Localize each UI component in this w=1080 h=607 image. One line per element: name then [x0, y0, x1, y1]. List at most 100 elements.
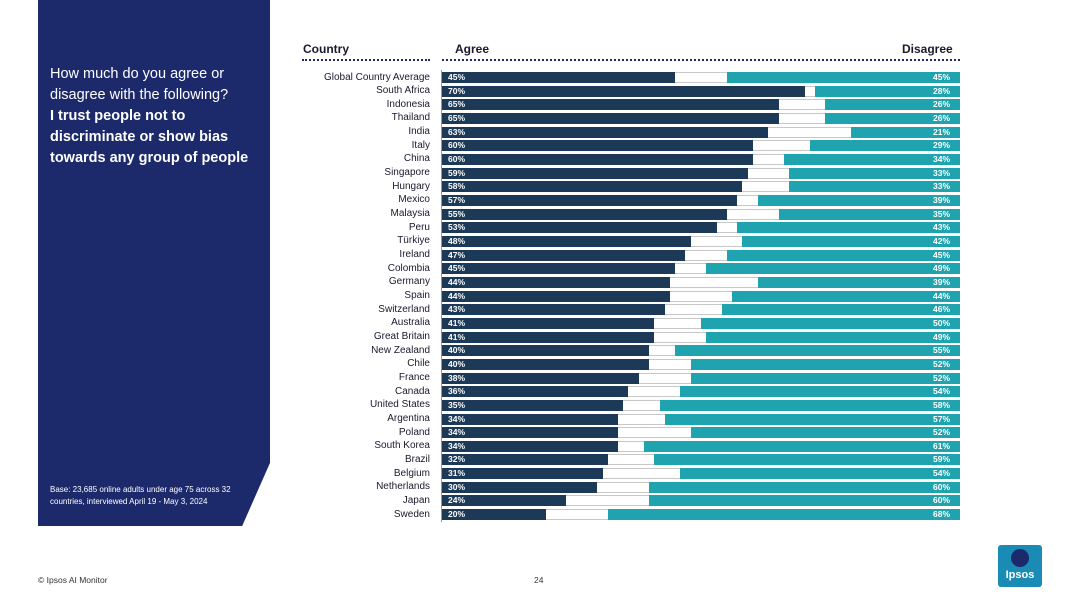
country-label: Japan	[402, 494, 430, 506]
agree-value-label: 32%	[448, 454, 466, 465]
disagree-bar	[721, 304, 960, 316]
disagree-bar	[690, 427, 960, 439]
disagree-value-label: 52%	[933, 372, 951, 383]
disagree-bar	[757, 276, 960, 288]
agree-value-label: 44%	[448, 290, 466, 301]
disagree-bar	[607, 509, 960, 521]
country-label: Spain	[404, 290, 430, 302]
agree-value-label: 41%	[448, 331, 466, 342]
disagree-value-label: 55%	[933, 345, 951, 356]
neutral-gap-bar	[602, 468, 681, 480]
neutral-gap-bar	[752, 153, 784, 165]
neutral-gap-bar	[654, 331, 707, 343]
disagree-value-label: 45%	[933, 249, 951, 260]
agree-bar	[442, 72, 676, 83]
chart-axis-line	[441, 70, 442, 522]
disagree-bar	[706, 331, 960, 343]
question-panel: How much do you agree or disagree with t…	[38, 0, 270, 526]
agree-bar	[442, 126, 769, 138]
page-number: 24	[534, 575, 544, 585]
neutral-gap-bar	[654, 317, 701, 329]
disagree-bar	[737, 222, 960, 234]
country-label: Singapore	[384, 167, 430, 179]
agree-bar	[442, 235, 691, 247]
neutral-gap-bar	[669, 276, 758, 288]
footer-source: © Ipsos AI Monitor	[38, 575, 108, 585]
agree-bar	[442, 386, 629, 398]
disagree-value-label: 49%	[933, 263, 951, 274]
neutral-gap-bar	[649, 345, 676, 357]
disagree-bar	[742, 235, 960, 247]
disagree-bar	[680, 386, 960, 398]
agree-value-label: 38%	[448, 372, 466, 383]
values-header-rule	[442, 59, 960, 61]
neutral-gap-bar	[778, 99, 826, 111]
disagree-value-label: 33%	[933, 181, 951, 192]
neutral-gap-bar	[638, 372, 691, 384]
country-label: France	[398, 372, 430, 384]
disagree-value-label: 26%	[933, 112, 951, 123]
agree-header: Agree	[455, 42, 490, 56]
agree-value-label: 55%	[448, 208, 466, 219]
agree-bar	[442, 317, 655, 329]
country-label: Ireland	[399, 249, 430, 261]
country-header-rule	[302, 59, 430, 61]
disagree-value-label: 68%	[933, 509, 951, 520]
agree-bar	[442, 99, 779, 111]
country-label: Peru	[408, 221, 430, 233]
agree-value-label: 47%	[448, 249, 466, 260]
agree-value-label: 60%	[448, 140, 466, 151]
agree-value-label: 44%	[448, 276, 466, 287]
country-label: Argentina	[387, 413, 430, 424]
disagree-bar	[783, 153, 960, 165]
country-label: Thailand	[391, 112, 430, 124]
question-line: How much do you agree or disagree with t…	[50, 66, 229, 103]
disagree-value-label: 34%	[933, 153, 951, 164]
agree-bar	[442, 358, 650, 370]
agree-value-label: 34%	[448, 413, 466, 424]
neutral-gap-bar	[752, 140, 810, 152]
agree-bar	[442, 181, 743, 193]
neutral-gap-bar	[804, 85, 815, 97]
country-label: Hungary	[392, 180, 430, 192]
agree-bar	[442, 85, 805, 97]
country-label: Belgium	[393, 467, 430, 479]
neutral-gap-bar	[747, 167, 790, 179]
agree-value-label: 48%	[448, 235, 466, 246]
disagree-bar	[825, 99, 960, 111]
country-label: Netherlands	[376, 481, 430, 493]
neutral-gap-bar	[628, 386, 681, 398]
agree-bar	[442, 440, 619, 452]
neutral-gap-bar	[778, 112, 826, 124]
neutral-gap-bar	[649, 358, 691, 370]
country-label: Mexico	[398, 194, 430, 206]
agree-bar	[442, 454, 608, 466]
country-label: Canada	[394, 385, 430, 397]
agree-value-label: 59%	[448, 167, 466, 178]
disagree-bar	[778, 208, 960, 220]
country-label: Poland	[398, 426, 430, 438]
neutral-gap-bar	[545, 509, 608, 521]
agree-value-label: 43%	[448, 304, 466, 315]
country-label: Switzerland	[378, 303, 430, 315]
disagree-bar	[649, 481, 960, 493]
neutral-gap-bar	[623, 399, 660, 411]
agree-value-label: 65%	[448, 99, 466, 110]
agree-bar	[442, 208, 727, 220]
country-label: India	[408, 126, 430, 138]
disagree-bar	[732, 290, 960, 302]
disagree-value-label: 35%	[933, 208, 951, 219]
disagree-bar	[701, 317, 960, 329]
disagree-bar	[649, 495, 960, 507]
neutral-gap-bar	[597, 481, 650, 493]
neutral-gap-bar	[726, 208, 779, 220]
disagree-value-label: 50%	[933, 317, 951, 328]
disagree-value-label: 43%	[933, 222, 951, 233]
neutral-gap-bar	[675, 263, 707, 275]
agree-bar	[442, 345, 650, 357]
agree-value-label: 70%	[448, 85, 466, 96]
country-label: Türkiye	[397, 235, 430, 247]
agree-bar	[442, 167, 748, 179]
ipsos-logo: Ipsos	[998, 545, 1042, 587]
